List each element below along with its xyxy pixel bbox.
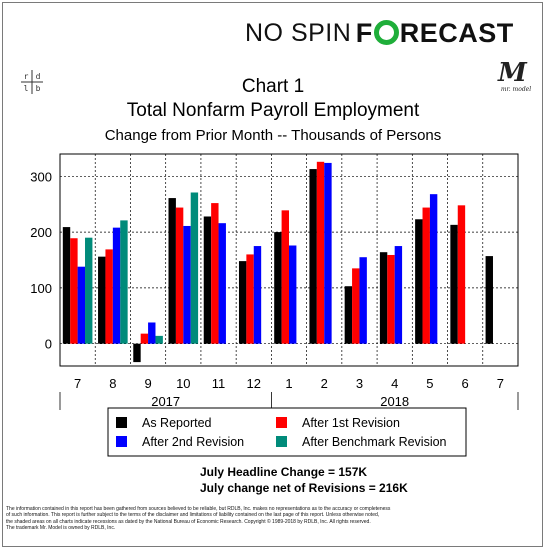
- bar: [168, 198, 176, 344]
- headline-change: July Headline Change = 157K: [200, 465, 368, 479]
- bar: [352, 268, 360, 344]
- bar: [415, 219, 423, 344]
- bar: [62, 227, 71, 344]
- bar: [98, 256, 106, 344]
- x-tick-label: 2: [321, 376, 328, 391]
- y-tick-label: 300: [30, 169, 52, 184]
- legend-swatch: [276, 417, 287, 428]
- brand-forecast: F RECAST: [356, 18, 514, 48]
- bar: [77, 266, 86, 344]
- headline-summary: July Headline Change = 157K July change …: [200, 464, 460, 496]
- legend: As Reported After 1st Revision After 2nd R…: [107, 407, 467, 457]
- x-tick-label: 10: [176, 376, 190, 391]
- svg-text:l: l: [24, 84, 29, 93]
- bar: [274, 232, 282, 344]
- bar: [85, 237, 93, 344]
- x-tick-label: 7: [74, 376, 81, 391]
- bar: [148, 322, 156, 344]
- x-tick-label: 4: [391, 376, 398, 391]
- bar: [218, 223, 226, 344]
- mr-model-caption: mr. model: [500, 86, 532, 93]
- x-tick-label: 9: [144, 376, 151, 391]
- bar: [238, 261, 247, 344]
- footer-line-4: The trademark Mr. Model is owned by RDLB…: [6, 525, 116, 532]
- bar: [316, 161, 325, 344]
- bar: [394, 246, 403, 344]
- footer-line-3: the shaded areas on all charts indicate …: [6, 518, 371, 525]
- footer-line-2: of such information. This report is furt…: [6, 512, 380, 519]
- chart-subtitle-2: Change from Prior Month -- Thousands of …: [105, 127, 442, 144]
- bar: [183, 225, 191, 344]
- x-tick-label: 6: [462, 376, 469, 391]
- bar: [281, 210, 289, 344]
- bar: [289, 245, 297, 344]
- bar: [422, 207, 430, 344]
- legend-swatch: [276, 436, 287, 447]
- x-tick-label: 11: [212, 376, 226, 391]
- bar: [140, 333, 149, 344]
- y-tick-label: 0: [45, 337, 52, 352]
- legend-label: After 2nd Revision: [142, 435, 244, 449]
- bar: [211, 203, 219, 344]
- y-tick-label: 200: [30, 225, 52, 240]
- brand-logo: NO SPIN F RECAST: [245, 18, 535, 58]
- legend-swatch: [116, 436, 127, 447]
- bar: [175, 207, 184, 344]
- brand-nospin: NO SPIN: [245, 19, 352, 47]
- bar: [253, 246, 262, 344]
- bar: [324, 162, 332, 344]
- brand-forecast-f: F: [355, 18, 373, 48]
- svg-text:r: r: [24, 72, 29, 81]
- forecast-o-icon: [373, 20, 399, 46]
- year-label: 2018: [380, 394, 409, 409]
- bar: [429, 194, 438, 344]
- mr-model-logo: M mr. model: [498, 60, 534, 96]
- mr-model-mark: M: [498, 58, 527, 88]
- bar: [457, 205, 466, 344]
- chart-title: Chart 1: [242, 76, 304, 97]
- x-tick-label: 12: [247, 376, 261, 391]
- rdlb-logo-icon: r d l b: [18, 68, 46, 96]
- x-tick-label: 7: [497, 376, 504, 391]
- bar: [387, 254, 395, 344]
- bar: [203, 216, 212, 344]
- x-tick-label: 5: [426, 376, 433, 391]
- bar: [246, 254, 254, 344]
- bar: [190, 192, 199, 344]
- bar: [309, 169, 317, 344]
- bar: [450, 224, 458, 344]
- legend-swatch: [116, 417, 127, 428]
- brand-forecast-rest: RECAST: [399, 18, 514, 48]
- legend-label: As Reported: [142, 416, 212, 430]
- bar: [155, 335, 163, 344]
- disclaimer-footer: The information contained in this report…: [6, 506, 540, 532]
- headline-net-revisions: July change net of Revisions = 216K: [200, 481, 408, 495]
- chart-subtitle: Total Nonfarm Payroll Employment: [127, 100, 420, 121]
- svg-text:b: b: [36, 84, 41, 93]
- legend-label: After Benchmark Revision: [302, 435, 447, 449]
- svg-text:d: d: [36, 72, 41, 81]
- bar: [133, 343, 141, 363]
- plot-border: [59, 153, 519, 367]
- y-tick-label: 100: [30, 281, 52, 296]
- year-label: 2017: [151, 394, 180, 409]
- legend-box: [107, 407, 467, 457]
- payroll-chart: Chart 1 Total Nonfarm Payroll Employment…: [30, 76, 519, 457]
- bar: [485, 256, 493, 344]
- bar: [359, 257, 367, 344]
- bar: [105, 249, 113, 344]
- bar: [379, 252, 388, 344]
- bar: [112, 227, 121, 344]
- bar: [344, 286, 353, 344]
- legend-label: After 1st Revision: [302, 416, 400, 430]
- x-tick-label: 8: [109, 376, 116, 391]
- bar: [70, 238, 78, 344]
- x-tick-label: 1: [285, 376, 292, 391]
- x-tick-label: 3: [356, 376, 363, 391]
- footer-line-1: The information contained in this report…: [6, 506, 391, 512]
- bar: [120, 220, 128, 344]
